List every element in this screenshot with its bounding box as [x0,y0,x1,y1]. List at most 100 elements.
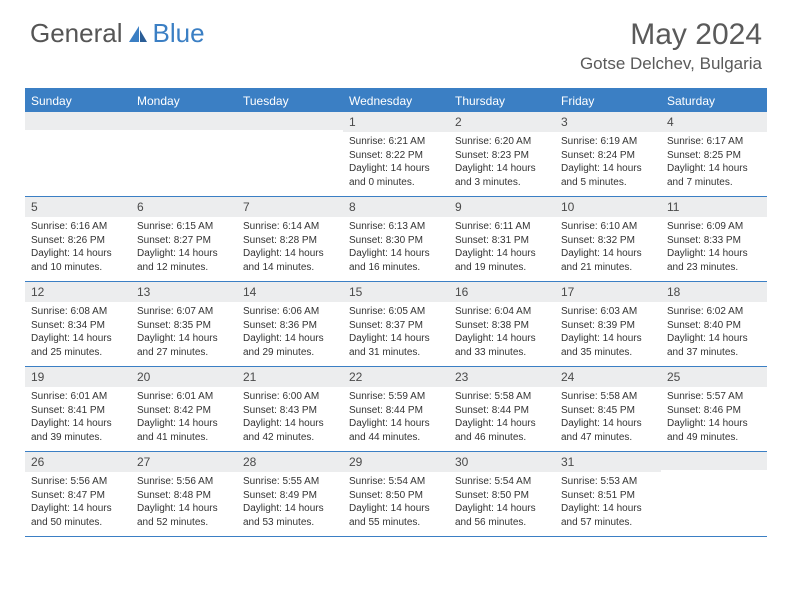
daylight-text: Daylight: 14 hours and 10 minutes. [31,247,125,274]
daylight-text: Daylight: 14 hours and 29 minutes. [243,332,337,359]
sunset-text: Sunset: 8:48 PM [137,489,231,503]
day-cell: 3Sunrise: 6:19 AMSunset: 8:24 PMDaylight… [555,112,661,196]
logo-sail-icon [127,24,149,44]
day-details: Sunrise: 5:59 AMSunset: 8:44 PMDaylight:… [343,387,449,448]
day-cell: 27Sunrise: 5:56 AMSunset: 8:48 PMDayligh… [131,452,237,536]
sunset-text: Sunset: 8:31 PM [455,234,549,248]
day-details: Sunrise: 5:58 AMSunset: 8:44 PMDaylight:… [449,387,555,448]
sunset-text: Sunset: 8:34 PM [31,319,125,333]
day-cell: 28Sunrise: 5:55 AMSunset: 8:49 PMDayligh… [237,452,343,536]
sunrise-text: Sunrise: 5:57 AM [667,390,761,404]
day-cell: 21Sunrise: 6:00 AMSunset: 8:43 PMDayligh… [237,367,343,451]
day-details: Sunrise: 5:57 AMSunset: 8:46 PMDaylight:… [661,387,767,448]
day-details: Sunrise: 5:55 AMSunset: 8:49 PMDaylight:… [237,472,343,533]
sunrise-text: Sunrise: 6:04 AM [455,305,549,319]
day-number: 28 [237,452,343,472]
day-number: 12 [25,282,131,302]
day-cell [661,452,767,536]
day-details: Sunrise: 6:10 AMSunset: 8:32 PMDaylight:… [555,217,661,278]
day-cell: 2Sunrise: 6:20 AMSunset: 8:23 PMDaylight… [449,112,555,196]
day-number: 27 [131,452,237,472]
daylight-text: Daylight: 14 hours and 14 minutes. [243,247,337,274]
dow-thursday: Thursday [449,90,555,112]
sunset-text: Sunset: 8:43 PM [243,404,337,418]
daylight-text: Daylight: 14 hours and 39 minutes. [31,417,125,444]
sunrise-text: Sunrise: 6:06 AM [243,305,337,319]
day-details: Sunrise: 6:15 AMSunset: 8:27 PMDaylight:… [131,217,237,278]
day-details: Sunrise: 6:06 AMSunset: 8:36 PMDaylight:… [237,302,343,363]
day-details: Sunrise: 6:21 AMSunset: 8:22 PMDaylight:… [343,132,449,193]
day-cell: 9Sunrise: 6:11 AMSunset: 8:31 PMDaylight… [449,197,555,281]
day-details: Sunrise: 6:17 AMSunset: 8:25 PMDaylight:… [661,132,767,193]
day-number [237,112,343,130]
day-details: Sunrise: 6:00 AMSunset: 8:43 PMDaylight:… [237,387,343,448]
day-number: 18 [661,282,767,302]
day-number: 4 [661,112,767,132]
daylight-text: Daylight: 14 hours and 35 minutes. [561,332,655,359]
week-row: 19Sunrise: 6:01 AMSunset: 8:41 PMDayligh… [25,367,767,452]
day-number: 3 [555,112,661,132]
sunset-text: Sunset: 8:44 PM [455,404,549,418]
dow-friday: Friday [555,90,661,112]
day-details: Sunrise: 5:53 AMSunset: 8:51 PMDaylight:… [555,472,661,533]
day-number [661,452,767,470]
day-cell: 18Sunrise: 6:02 AMSunset: 8:40 PMDayligh… [661,282,767,366]
day-details: Sunrise: 5:54 AMSunset: 8:50 PMDaylight:… [343,472,449,533]
day-details: Sunrise: 6:01 AMSunset: 8:41 PMDaylight:… [25,387,131,448]
sunset-text: Sunset: 8:23 PM [455,149,549,163]
sunset-text: Sunset: 8:41 PM [31,404,125,418]
sunrise-text: Sunrise: 5:59 AM [349,390,443,404]
sunrise-text: Sunrise: 6:07 AM [137,305,231,319]
day-details: Sunrise: 5:58 AMSunset: 8:45 PMDaylight:… [555,387,661,448]
day-number: 16 [449,282,555,302]
sunrise-text: Sunrise: 6:13 AM [349,220,443,234]
day-details: Sunrise: 6:03 AMSunset: 8:39 PMDaylight:… [555,302,661,363]
day-number: 13 [131,282,237,302]
sunset-text: Sunset: 8:38 PM [455,319,549,333]
day-number: 23 [449,367,555,387]
day-cell: 30Sunrise: 5:54 AMSunset: 8:50 PMDayligh… [449,452,555,536]
day-cell: 17Sunrise: 6:03 AMSunset: 8:39 PMDayligh… [555,282,661,366]
sunrise-text: Sunrise: 6:14 AM [243,220,337,234]
sunrise-text: Sunrise: 6:01 AM [31,390,125,404]
sunrise-text: Sunrise: 5:54 AM [455,475,549,489]
daylight-text: Daylight: 14 hours and 7 minutes. [667,162,761,189]
sunset-text: Sunset: 8:51 PM [561,489,655,503]
sunset-text: Sunset: 8:47 PM [31,489,125,503]
day-number: 29 [343,452,449,472]
location-label: Gotse Delchev, Bulgaria [580,54,762,74]
calendar: Sunday Monday Tuesday Wednesday Thursday… [25,88,767,537]
daylight-text: Daylight: 14 hours and 52 minutes. [137,502,231,529]
day-cell: 29Sunrise: 5:54 AMSunset: 8:50 PMDayligh… [343,452,449,536]
sunset-text: Sunset: 8:24 PM [561,149,655,163]
week-row: 5Sunrise: 6:16 AMSunset: 8:26 PMDaylight… [25,197,767,282]
day-cell: 4Sunrise: 6:17 AMSunset: 8:25 PMDaylight… [661,112,767,196]
day-details: Sunrise: 6:20 AMSunset: 8:23 PMDaylight:… [449,132,555,193]
dow-sunday: Sunday [25,90,131,112]
sunset-text: Sunset: 8:49 PM [243,489,337,503]
sunrise-text: Sunrise: 6:11 AM [455,220,549,234]
logo: General Blue [30,18,205,49]
day-details: Sunrise: 6:07 AMSunset: 8:35 PMDaylight:… [131,302,237,363]
sunset-text: Sunset: 8:45 PM [561,404,655,418]
day-number: 5 [25,197,131,217]
day-number: 7 [237,197,343,217]
day-number: 2 [449,112,555,132]
day-cell: 12Sunrise: 6:08 AMSunset: 8:34 PMDayligh… [25,282,131,366]
week-row: 26Sunrise: 5:56 AMSunset: 8:47 PMDayligh… [25,452,767,537]
day-number [131,112,237,130]
day-number: 14 [237,282,343,302]
day-cell: 10Sunrise: 6:10 AMSunset: 8:32 PMDayligh… [555,197,661,281]
dow-monday: Monday [131,90,237,112]
daylight-text: Daylight: 14 hours and 0 minutes. [349,162,443,189]
sunset-text: Sunset: 8:35 PM [137,319,231,333]
daylight-text: Daylight: 14 hours and 50 minutes. [31,502,125,529]
daylight-text: Daylight: 14 hours and 56 minutes. [455,502,549,529]
day-details: Sunrise: 6:02 AMSunset: 8:40 PMDaylight:… [661,302,767,363]
sunrise-text: Sunrise: 6:16 AM [31,220,125,234]
day-cell: 19Sunrise: 6:01 AMSunset: 8:41 PMDayligh… [25,367,131,451]
day-cell: 16Sunrise: 6:04 AMSunset: 8:38 PMDayligh… [449,282,555,366]
sunset-text: Sunset: 8:50 PM [349,489,443,503]
sunset-text: Sunset: 8:39 PM [561,319,655,333]
dow-saturday: Saturday [661,90,767,112]
